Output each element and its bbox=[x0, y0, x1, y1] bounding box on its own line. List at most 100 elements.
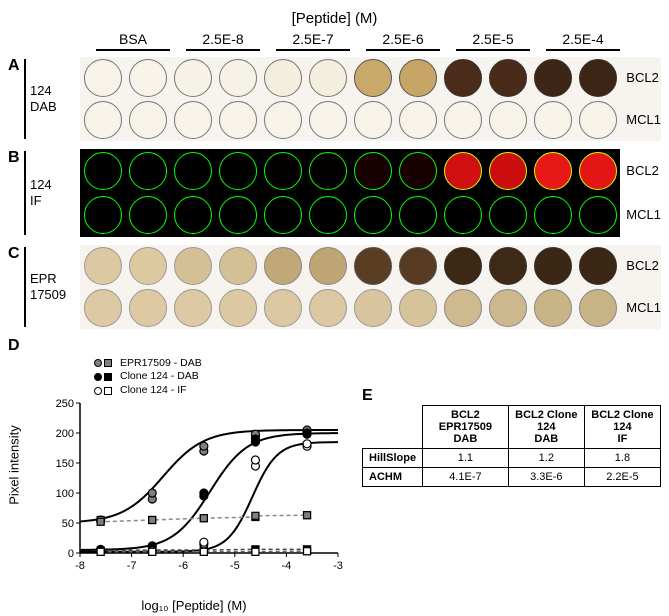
well bbox=[534, 289, 572, 327]
well bbox=[219, 247, 257, 285]
panel-c: CEPR17509BCL2MCL1 bbox=[8, 245, 661, 329]
well bbox=[84, 59, 122, 97]
well-row: BCL2 bbox=[80, 245, 661, 287]
table-header: BCL2 Clone 124IF bbox=[584, 405, 660, 448]
well bbox=[174, 152, 212, 190]
well bbox=[399, 101, 437, 139]
svg-text:200: 200 bbox=[56, 428, 74, 440]
table-cell: 1.2 bbox=[508, 448, 584, 467]
well bbox=[579, 196, 617, 234]
panel-well-grid: BCL2 MCL1 bbox=[80, 245, 661, 329]
well bbox=[219, 196, 257, 234]
well bbox=[219, 289, 257, 327]
well bbox=[354, 59, 392, 97]
well bbox=[579, 59, 617, 97]
legend-row: EPR17509 - DAB bbox=[94, 357, 202, 371]
legend-text: Clone 124 - DAB bbox=[120, 370, 199, 384]
well bbox=[264, 152, 302, 190]
concentration-label: 2.5E-5 bbox=[448, 31, 538, 47]
well bbox=[534, 101, 572, 139]
table-row: HillSlope1.11.21.8 bbox=[363, 448, 661, 467]
well bbox=[534, 247, 572, 285]
well bbox=[264, 196, 302, 234]
well bbox=[129, 289, 167, 327]
well bbox=[309, 247, 347, 285]
x-axis-label: log₁₀ [Peptide] (M) bbox=[141, 598, 246, 613]
legend-row: Clone 124 - IF bbox=[94, 384, 202, 398]
svg-text:50: 50 bbox=[62, 518, 74, 530]
well bbox=[579, 101, 617, 139]
well-row: BCL2 bbox=[80, 57, 661, 99]
chart-legend: EPR17509 - DABClone 124 - DABClone 124 -… bbox=[94, 357, 202, 398]
well bbox=[444, 196, 482, 234]
svg-text:100: 100 bbox=[56, 488, 74, 500]
table-cell: 2.2E-5 bbox=[584, 467, 660, 486]
well bbox=[84, 152, 122, 190]
panel-b: B124IFBCL2MCL1 bbox=[8, 149, 661, 237]
well bbox=[399, 289, 437, 327]
well bbox=[489, 59, 527, 97]
well bbox=[534, 152, 572, 190]
hill-slope-table: BCL2 EPR17509DABBCL2 Clone 124DABBCL2 Cl… bbox=[362, 405, 661, 487]
well bbox=[264, 59, 302, 97]
well bbox=[174, 59, 212, 97]
panel-left-label: EPR17509 bbox=[30, 245, 80, 329]
well-row: MCL1 bbox=[80, 193, 661, 237]
well bbox=[174, 101, 212, 139]
panel-a: A124DABBCL2MCL1 bbox=[8, 57, 661, 141]
well bbox=[489, 289, 527, 327]
table-cell: ACHM bbox=[363, 467, 423, 486]
well bbox=[309, 196, 347, 234]
concentration-label: 2.5E-8 bbox=[178, 31, 268, 47]
concentration-label: 2.5E-7 bbox=[268, 31, 358, 47]
well bbox=[444, 247, 482, 285]
row-target-label: MCL1 bbox=[626, 207, 661, 222]
table-header bbox=[363, 405, 423, 448]
legend-text: EPR17509 - DAB bbox=[120, 357, 202, 371]
y-axis-label: Pixel intensity bbox=[7, 425, 22, 504]
svg-text:-7: -7 bbox=[127, 560, 137, 572]
row-target-label: BCL2 bbox=[626, 163, 659, 178]
well bbox=[579, 152, 617, 190]
panel-well-grid: BCL2 MCL1 bbox=[80, 149, 661, 237]
well bbox=[129, 247, 167, 285]
panel-vertical-bar bbox=[24, 247, 26, 327]
well bbox=[129, 59, 167, 97]
well bbox=[399, 196, 437, 234]
panel-left-label: 124DAB bbox=[30, 57, 80, 141]
well bbox=[219, 152, 257, 190]
panel-vertical-bar bbox=[24, 151, 26, 235]
well bbox=[579, 289, 617, 327]
well bbox=[129, 101, 167, 139]
well bbox=[84, 247, 122, 285]
table-cell: 3.3E-6 bbox=[508, 467, 584, 486]
svg-text:150: 150 bbox=[56, 458, 74, 470]
svg-text:0: 0 bbox=[68, 548, 74, 560]
well bbox=[354, 289, 392, 327]
concentration-label: BSA bbox=[88, 31, 178, 47]
panel-vertical-bar bbox=[24, 59, 26, 139]
legend-row: Clone 124 - DAB bbox=[94, 370, 202, 384]
well bbox=[309, 59, 347, 97]
well bbox=[309, 101, 347, 139]
table-cell: 1.1 bbox=[423, 448, 509, 467]
well bbox=[84, 196, 122, 234]
well-row: MCL1 bbox=[80, 99, 661, 141]
table-header: BCL2 EPR17509DAB bbox=[423, 405, 509, 448]
well bbox=[84, 101, 122, 139]
well bbox=[129, 152, 167, 190]
well bbox=[174, 196, 212, 234]
concentration-header-row: BSA2.5E-82.5E-72.5E-62.5E-52.5E-4 bbox=[8, 31, 661, 47]
well bbox=[489, 152, 527, 190]
well bbox=[354, 152, 392, 190]
well bbox=[309, 289, 347, 327]
svg-text:-8: -8 bbox=[75, 560, 85, 572]
legend-text: Clone 124 - IF bbox=[120, 384, 187, 398]
well bbox=[129, 196, 167, 234]
well bbox=[579, 247, 617, 285]
well bbox=[174, 289, 212, 327]
well bbox=[534, 196, 572, 234]
table-header: BCL2 Clone 124DAB bbox=[508, 405, 584, 448]
well bbox=[489, 101, 527, 139]
row-target-label: MCL1 bbox=[626, 300, 661, 315]
